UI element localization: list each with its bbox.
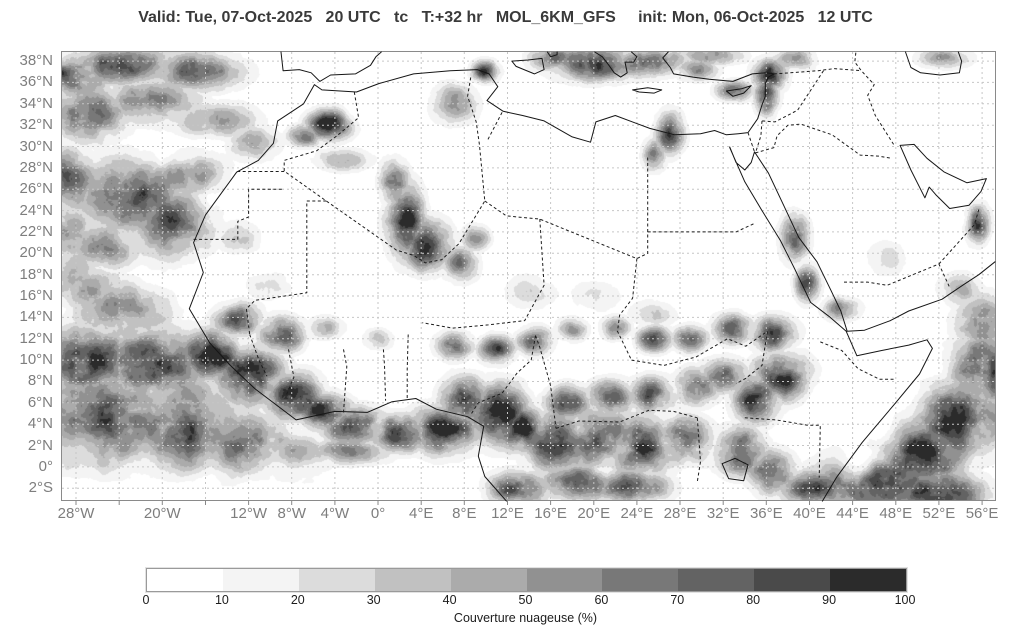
- lon-tick-label: 12°E: [491, 505, 524, 522]
- colorbar: [145, 567, 908, 593]
- lat-tick-label: 20°N: [19, 244, 53, 262]
- colorbar-segment: [602, 569, 679, 591]
- colorbar-tick-label: 80: [746, 593, 761, 607]
- lon-tick-label: 24°E: [620, 505, 654, 522]
- lat-tick-label: 14°N: [19, 308, 53, 326]
- longitude-axis: 28°W 20°W 12°W 8°W 4°W 0° 4°E 8°E 12°E 16°E 20°E 24…: [58, 505, 999, 527]
- lat-tick-label: 2°S: [28, 479, 53, 497]
- lon-tick-label: 16°E: [534, 505, 567, 522]
- lon-tick-label: 0°: [370, 505, 386, 522]
- lon-tick-label: 8°E: [452, 505, 477, 522]
- lat-tick-label: 30°N: [19, 137, 53, 155]
- lat-tick-label: 22°N: [19, 222, 53, 240]
- lon-tick-label: 20°W: [143, 505, 181, 522]
- colorbar-segment: [526, 569, 603, 591]
- lat-tick-label: 28°N: [19, 158, 53, 176]
- lon-tick-label: 48°E: [879, 505, 913, 522]
- lat-tick-label: 34°N: [19, 94, 53, 112]
- colorbar-tick-label: 50: [518, 593, 533, 607]
- lon-tick-label: 44°E: [836, 505, 869, 522]
- map-area: [61, 51, 996, 505]
- colorbar-segment: [678, 569, 755, 591]
- lat-tick-label: 4°N: [27, 415, 53, 433]
- lat-tick-label: 0°: [38, 457, 53, 475]
- colorbar-tick-label: 10: [214, 593, 229, 607]
- colorbar-segment: [222, 569, 299, 591]
- colorbar-segment: [830, 569, 907, 591]
- lat-tick-label: 24°N: [19, 201, 53, 219]
- lon-tick-label: 12°W: [230, 505, 268, 522]
- colorbar-tick-label: 0: [142, 593, 150, 607]
- lat-tick-label: 12°N: [19, 329, 53, 347]
- lon-tick-label: 52°E: [922, 505, 956, 522]
- latitude-axis: 38°N 36°N 34°N 32°N 30°N 28°N 26°N 24°N 22°N 20°N…: [0, 52, 57, 500]
- colorbar-tick-label: 90: [822, 593, 837, 607]
- colorbar-label: Couverture nuageuse (%): [453, 611, 598, 625]
- lon-tick-label: 4°W: [320, 505, 350, 522]
- lon-tick-label: 40°E: [793, 505, 826, 522]
- lat-tick-label: 38°N: [19, 52, 53, 70]
- lon-tick-label: 8°W: [277, 505, 306, 522]
- colorbar-segment: [298, 569, 375, 591]
- colorbar-segment: [147, 569, 223, 591]
- colorbar-tick-label: 30: [366, 593, 381, 607]
- lat-tick-label: 32°N: [19, 116, 53, 134]
- page-title: Valid: Tue, 07-Oct-2025 20 UTC tc T:+32 …: [138, 9, 873, 26]
- colorbar-tick-label: 60: [594, 593, 609, 607]
- colorbar-tick-labels: 0 10 20 30 40 50 60 70 80 90 100: [143, 593, 916, 609]
- lat-tick-label: 18°N: [19, 265, 53, 283]
- lon-tick-label: 36°E: [749, 505, 783, 522]
- colorbar-tick-label: 70: [670, 593, 685, 607]
- colorbar-tick-label: 40: [442, 593, 457, 607]
- colorbar-tick-label: 100: [894, 593, 916, 607]
- lat-tick-label: 8°N: [27, 372, 53, 390]
- lat-tick-label: 16°N: [19, 287, 53, 305]
- lon-tick-label: 20°E: [577, 505, 611, 522]
- cloud-cover-raster: [62, 52, 995, 500]
- lat-tick-label: 2°N: [27, 436, 53, 454]
- lon-tick-label: 4°E: [408, 505, 434, 522]
- colorbar-tick-label: 20: [290, 593, 305, 607]
- lat-tick-label: 6°N: [27, 393, 53, 411]
- colorbar-segment: [450, 569, 527, 591]
- lon-tick-label: 32°E: [706, 505, 740, 522]
- colorbar-segment: [754, 569, 831, 591]
- lon-tick-label: 56°E: [965, 505, 999, 522]
- lat-tick-label: 36°N: [19, 73, 53, 91]
- lat-tick-label: 10°N: [19, 351, 53, 369]
- lon-tick-label: 28°W: [57, 505, 95, 522]
- lat-tick-label: 26°N: [19, 180, 53, 198]
- lon-tick-label: 28°E: [663, 505, 697, 522]
- colorbar-segment: [374, 569, 451, 591]
